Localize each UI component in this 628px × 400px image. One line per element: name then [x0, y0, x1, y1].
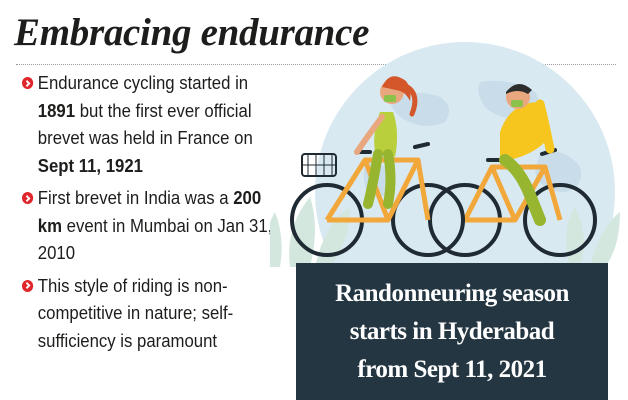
check-circle-icon	[22, 279, 34, 292]
fact-item: This style of riding is non-competitive …	[22, 273, 278, 356]
fact-text: This style of riding is non-competitive …	[37, 275, 234, 351]
headline: Embracing endurance	[14, 11, 370, 54]
fact-highlight-year: 1891	[37, 100, 76, 121]
fact-text: but the first ever official brevet was h…	[37, 100, 253, 149]
caption-line: starts in Hyderabad	[349, 318, 555, 345]
caption-line: from Sept 11, 2021	[357, 356, 547, 383]
cyclist-woman-illustration	[290, 76, 465, 257]
fact-highlight-distance: 200 km	[37, 188, 262, 236]
fact-highlight-date: Sept 11, 1921	[37, 155, 143, 176]
cyclists-illustration	[270, 42, 620, 272]
fact-item: First brevet in India was a 200 km event…	[22, 185, 278, 268]
caption-text: Randonneuring season starts in Hyderabad…	[296, 275, 608, 389]
fact-item: Endurance cycling started in 1891 but th…	[22, 70, 278, 180]
cyclist-man-illustration	[428, 83, 597, 257]
fact-text: Endurance cycling started in	[37, 73, 249, 93]
fact-list: Endurance cycling started in 1891 but th…	[22, 70, 278, 355]
fact-text: event in Mumbai on Jan 31, 2010	[37, 215, 273, 264]
caption-box: Randonneuring season starts in Hyderabad…	[296, 263, 608, 400]
headline-divider	[16, 64, 616, 65]
fact-text: First brevet in India was a	[37, 188, 229, 208]
caption-line: Randonneuring season	[335, 280, 569, 307]
check-circle-icon	[22, 77, 34, 89]
check-circle-icon	[22, 192, 34, 204]
